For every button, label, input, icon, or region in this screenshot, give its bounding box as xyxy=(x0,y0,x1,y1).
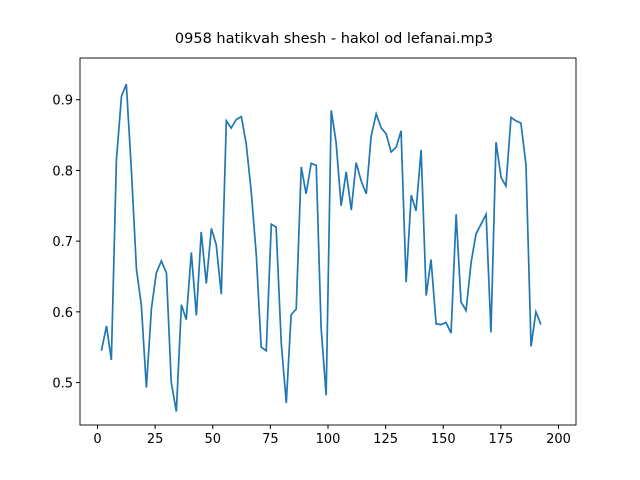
chart-title: 0958 hatikvah shesh - hakol od lefanai.m… xyxy=(175,31,493,47)
x-tick-label: 100 xyxy=(316,432,341,447)
x-tick-label: 25 xyxy=(147,432,164,447)
x-tick-label: 0 xyxy=(93,432,101,447)
y-tick-label: 0.6 xyxy=(52,306,73,321)
line-series xyxy=(100,83,542,412)
x-tick-label: 75 xyxy=(262,432,279,447)
y-tick-label: 0.5 xyxy=(52,377,73,392)
x-tick-label: 150 xyxy=(431,432,456,447)
x-tick-label: 175 xyxy=(488,432,513,447)
x-tick-label: 200 xyxy=(546,432,571,447)
x-tick-label: 125 xyxy=(373,432,398,447)
y-tick-label: 0.9 xyxy=(52,94,73,109)
y-tick-label: 0.8 xyxy=(52,164,73,179)
x-tick-label: 50 xyxy=(204,432,221,447)
y-tick-label: 0.7 xyxy=(52,235,73,250)
plot-frame xyxy=(79,57,577,426)
